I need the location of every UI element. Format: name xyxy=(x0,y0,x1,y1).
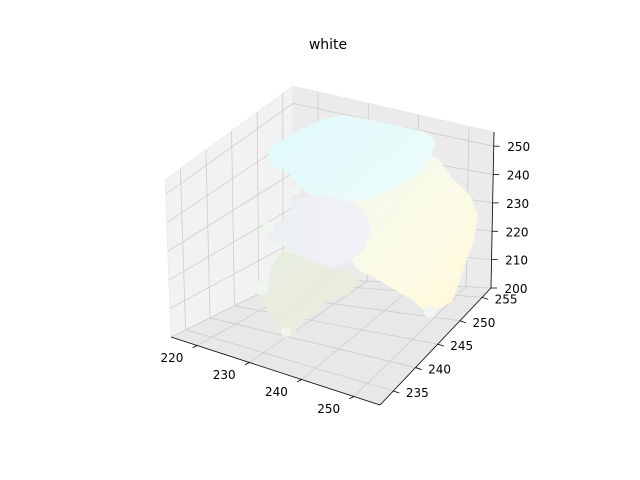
y-gridline xyxy=(256,112,260,294)
edge-dot xyxy=(424,306,436,318)
x-tick-label: 220 xyxy=(161,351,184,365)
y-tick xyxy=(437,343,444,347)
y-tick xyxy=(415,367,422,370)
x-tick-label: 230 xyxy=(213,368,236,382)
x-tick xyxy=(192,345,198,349)
point-cloud-beige-region xyxy=(256,250,360,336)
z-axis-line xyxy=(490,131,495,289)
z-tick-label: 220 xyxy=(506,225,529,239)
z-gridline xyxy=(169,241,294,309)
x-tick-label: 240 xyxy=(265,385,288,399)
x-tick xyxy=(349,396,355,400)
tick-marks xyxy=(192,145,500,400)
z-gridline xyxy=(165,103,294,195)
edge-dot xyxy=(255,281,269,295)
y-tick xyxy=(459,320,467,324)
x-gridline xyxy=(353,286,467,397)
y-tick xyxy=(481,296,489,300)
y-gridline xyxy=(179,168,187,330)
x-tick-label: 250 xyxy=(317,402,340,416)
point-cloud-lavender-region xyxy=(262,195,372,270)
x-tick xyxy=(244,362,250,366)
y-tick xyxy=(393,390,400,394)
y-gridline xyxy=(185,329,394,392)
y-tick-label: 235 xyxy=(406,386,429,400)
point-cloud xyxy=(255,115,478,337)
z-gridline xyxy=(167,172,294,252)
z-tick-label: 250 xyxy=(507,140,530,154)
z-tick-label: 230 xyxy=(506,197,529,211)
y-gridline xyxy=(231,131,235,306)
edge-dot xyxy=(281,327,291,337)
point-cloud-edge-dots xyxy=(255,185,436,337)
x-axis-line xyxy=(170,336,381,406)
y-axis-line xyxy=(379,287,492,406)
z-tick-label: 200 xyxy=(505,282,528,296)
point-cloud-cyan-region xyxy=(268,115,436,205)
z-tick-label: 210 xyxy=(505,254,528,268)
z-gridline xyxy=(168,207,294,281)
chart-title: white xyxy=(309,37,347,53)
axis-lines xyxy=(170,131,495,406)
y-tick-label: 245 xyxy=(450,339,473,353)
y-tick-label: 255 xyxy=(495,292,518,306)
z-tick-label: 240 xyxy=(507,169,530,183)
tick-labels: 2202302402502352402452502552002102202302… xyxy=(161,140,531,416)
x-tick xyxy=(296,379,302,383)
x-gridline xyxy=(301,283,418,380)
edge-dot xyxy=(262,222,274,234)
y-tick-label: 240 xyxy=(428,363,451,377)
y-gridline xyxy=(205,149,211,318)
y-tick-label: 250 xyxy=(472,316,495,330)
edge-dot xyxy=(291,185,301,195)
y-gridline xyxy=(209,317,416,368)
